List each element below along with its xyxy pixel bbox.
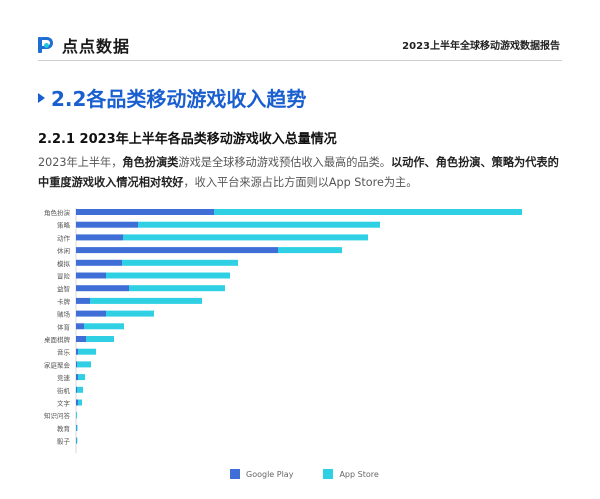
desc-part-3: 游戏是全球移动游戏预估收入最高的品类。 bbox=[178, 156, 391, 169]
bar-app-store bbox=[78, 374, 85, 381]
category-label: 角色扮演 bbox=[44, 208, 71, 217]
revenue-bar-chart: 角色扮演策略动作休闲模拟冒险益智卡牌赌场体育桌面棋牌音乐家庭聚会竞速街机文字知识… bbox=[44, 208, 522, 454]
bar-google-play bbox=[76, 323, 84, 330]
bar-google-play bbox=[76, 424, 77, 431]
bar-app-store bbox=[86, 336, 114, 342]
legend-swatch-google-play bbox=[230, 469, 240, 479]
category-label: 桌面棋牌 bbox=[44, 335, 71, 344]
bar-google-play bbox=[76, 361, 77, 368]
category-label: 街机 bbox=[57, 386, 71, 395]
category-label: 家庭聚会 bbox=[44, 360, 71, 369]
header-divider bbox=[38, 60, 562, 61]
bar-google-play bbox=[76, 285, 129, 292]
category-label: 策略 bbox=[57, 221, 71, 230]
desc-part-4: 以动作、角色扮演、策略为代表的中重度游戏收入情况相对较好 bbox=[38, 156, 559, 189]
category-label: 动作 bbox=[57, 233, 71, 242]
bar-google-play bbox=[76, 259, 122, 266]
bar-app-store bbox=[123, 234, 368, 241]
bar-app-store bbox=[78, 348, 96, 355]
category-label: 赌场 bbox=[57, 310, 71, 319]
bar-google-play bbox=[76, 348, 78, 355]
bar-app-store bbox=[76, 424, 78, 431]
desc-part-2: 角色扮演类 bbox=[122, 156, 179, 169]
legend-swatch-app-store bbox=[323, 469, 334, 479]
category-label: 模拟 bbox=[57, 259, 71, 268]
section-title: 2.2各品类移动游戏收入趋势 bbox=[38, 83, 306, 112]
category-label: 卡牌 bbox=[57, 297, 71, 306]
bar-app-store bbox=[214, 209, 522, 215]
category-label: 益智 bbox=[57, 284, 70, 293]
bar-google-play bbox=[76, 272, 106, 279]
category-label: 知识问答 bbox=[44, 411, 71, 420]
bar-google-play bbox=[76, 386, 77, 393]
legend-item-app-store: App Store bbox=[323, 469, 379, 479]
bar-app-store bbox=[106, 310, 154, 317]
section-title-text: 2.2各品类移动游戏收入趋势 bbox=[51, 87, 307, 111]
description-paragraph: 2023年上半年，角色扮演类游戏是全球移动游戏预估收入最高的品类。以动作、角色扮… bbox=[38, 153, 566, 193]
legend-label-app-store: App Store bbox=[339, 469, 379, 479]
report-title: 2023上半年全球移动游戏数据报告 bbox=[402, 41, 560, 52]
bar-google-play bbox=[76, 234, 123, 241]
category-label: 音乐 bbox=[57, 348, 71, 357]
logo-text: 点点数据 bbox=[62, 37, 131, 56]
bar-app-store bbox=[278, 247, 342, 254]
bar-google-play bbox=[76, 374, 78, 381]
bar-google-play bbox=[76, 297, 90, 304]
bar-app-store bbox=[122, 259, 238, 266]
bar-app-store bbox=[77, 361, 91, 368]
bar-google-play bbox=[76, 209, 214, 215]
bar-app-store bbox=[76, 412, 77, 419]
category-label: 体育 bbox=[57, 322, 71, 331]
bar-app-store bbox=[129, 285, 225, 292]
category-label: 冒险 bbox=[57, 272, 71, 281]
bar-google-play bbox=[76, 399, 78, 406]
bar-google-play bbox=[76, 310, 106, 317]
category-label: 休闲 bbox=[57, 246, 70, 255]
bar-app-store bbox=[138, 221, 380, 228]
category-label: 教育 bbox=[57, 424, 71, 433]
bar-app-store bbox=[90, 297, 202, 304]
logo: 点点数据 bbox=[38, 33, 130, 57]
bar-app-store bbox=[84, 323, 124, 330]
category-label: 文字 bbox=[57, 399, 71, 408]
desc-part-5: ，收入平台来源占比方面则以App Store为主。 bbox=[183, 176, 418, 189]
bar-google-play bbox=[76, 221, 138, 228]
bar-app-store bbox=[77, 386, 83, 393]
chart-legend: Google Play App Store bbox=[230, 469, 409, 479]
category-label: 骰子 bbox=[57, 438, 71, 446]
bar-google-play bbox=[76, 247, 278, 254]
header: 点点数据 2023上半年全球移动游戏数据报告 bbox=[0, 0, 600, 62]
bar-app-store bbox=[78, 399, 82, 406]
legend-item-google-play: Google Play bbox=[230, 469, 293, 479]
bar-app-store bbox=[106, 272, 230, 279]
chart-subtitle: 2.2.1 2023年上半年各品类移动游戏收入总量情况 bbox=[38, 132, 337, 147]
triangle-bullet-icon bbox=[38, 92, 45, 103]
bar-google-play bbox=[76, 336, 86, 342]
desc-part-1: 2023年上半年， bbox=[38, 156, 123, 169]
legend-label-google-play: Google Play bbox=[246, 469, 294, 479]
bar-google-play bbox=[76, 437, 77, 444]
bar-app-store bbox=[76, 437, 78, 444]
category-label: 竞速 bbox=[57, 373, 71, 382]
logo-icon bbox=[38, 35, 58, 55]
